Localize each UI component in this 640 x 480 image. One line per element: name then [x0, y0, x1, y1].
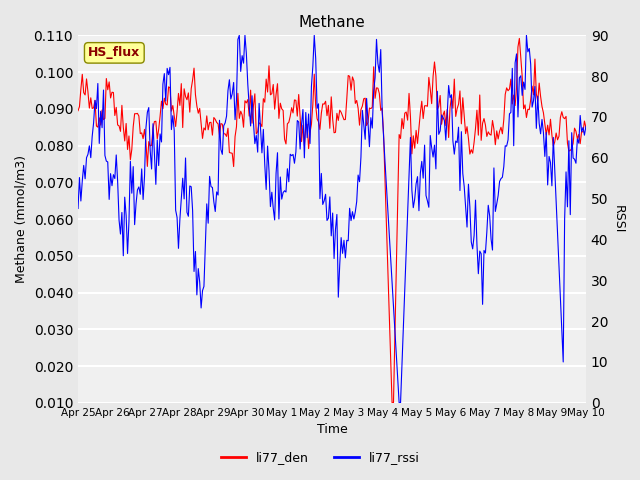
li77_rssi: [252, 132, 260, 138]
Line: li77_den: li77_den: [78, 38, 586, 403]
li77_den: [388, 400, 396, 406]
li77_den: [243, 100, 250, 106]
Text: HS_flux: HS_flux: [88, 47, 140, 60]
li77_rssi: [396, 400, 403, 406]
Legend: li77_den, li77_rssi: li77_den, li77_rssi: [216, 446, 424, 469]
li77_rssi: [298, 121, 305, 127]
li77_rssi: [236, 33, 243, 38]
Line: li77_rssi: li77_rssi: [78, 36, 586, 403]
li77_rssi: [136, 192, 144, 197]
li77_den: [296, 114, 304, 120]
li77_den: [251, 91, 259, 96]
li77_den: [225, 150, 233, 156]
li77_rssi: [74, 205, 82, 211]
li77_den: [582, 124, 589, 130]
li77_den: [557, 115, 564, 120]
li77_rssi: [225, 77, 233, 83]
li77_rssi: [582, 124, 589, 130]
li77_den: [74, 108, 82, 114]
Y-axis label: Methane (mmol/m3): Methane (mmol/m3): [15, 155, 28, 283]
li77_rssi: [244, 81, 252, 87]
Title: Methane: Methane: [299, 15, 365, 30]
li77_rssi: [557, 295, 564, 300]
li77_den: [516, 36, 524, 41]
Y-axis label: RSSI: RSSI: [612, 205, 625, 233]
li77_den: [136, 131, 144, 136]
X-axis label: Time: Time: [317, 423, 348, 436]
